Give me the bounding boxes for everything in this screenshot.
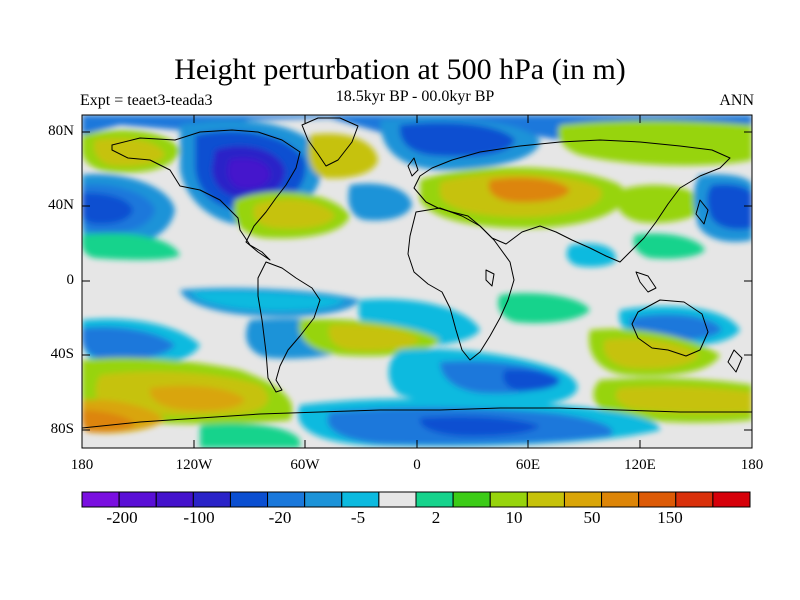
colorbar-box <box>526 491 565 508</box>
colorbar-box <box>118 491 157 508</box>
axis-ticks <box>81 115 753 448</box>
colorbar-box <box>267 491 306 508</box>
colorbar-label: -5 <box>350 508 366 527</box>
x-tick-label: 0 <box>413 457 421 473</box>
plot-title: Height perturbation at 500 hPa (in m) <box>174 53 626 86</box>
colorbar-label: -20 <box>268 508 292 527</box>
colorbar-box <box>712 491 751 508</box>
colorbar-box <box>378 491 417 508</box>
colorbar-box <box>81 491 120 508</box>
colorbar-box <box>192 491 231 508</box>
coastlines <box>82 117 752 429</box>
colorbar-box <box>229 491 269 508</box>
colorbar-box <box>675 491 714 508</box>
x-tick-label: 180 <box>70 457 94 473</box>
contour-field <box>82 115 752 448</box>
colorbar-box <box>415 491 454 508</box>
y-tick-label: 40N <box>48 197 74 213</box>
colorbar-label: -200 <box>106 508 138 527</box>
x-tick-label: 120W <box>175 457 213 473</box>
colorbar-box <box>638 491 677 508</box>
colorbar-label: -100 <box>183 508 215 527</box>
colorbar-box <box>452 491 491 508</box>
season-label: ANN <box>719 92 754 109</box>
colorbar-box <box>489 491 528 508</box>
colorbar-box <box>563 491 603 508</box>
colorbar-box <box>341 491 380 508</box>
x-tick-label: 60W <box>290 457 320 473</box>
plot-subtitle: 18.5kyr BP - 00.0kyr BP <box>335 88 495 105</box>
experiment-label: Expt = teaet3-teada3 <box>80 92 213 109</box>
y-tick-label: 80N <box>48 123 74 139</box>
x-tick-label: 60E <box>515 457 541 473</box>
y-tick-label: 40S <box>50 346 74 362</box>
colorbar-box <box>601 491 640 508</box>
x-tick-label: 120E <box>624 457 656 473</box>
x-tick-label: 180 <box>740 457 764 473</box>
y-tick-label: 0 <box>66 272 75 288</box>
colorbar-box <box>155 491 194 508</box>
colorbar-label: 50 <box>583 508 601 527</box>
y-tick-label: 80S <box>50 421 74 437</box>
colorbar <box>81 491 751 508</box>
colorbar-box <box>304 491 343 508</box>
colorbar-label: 10 <box>505 508 523 527</box>
colorbar-label: 150 <box>657 508 683 527</box>
colorbar-label: 2 <box>431 508 441 527</box>
